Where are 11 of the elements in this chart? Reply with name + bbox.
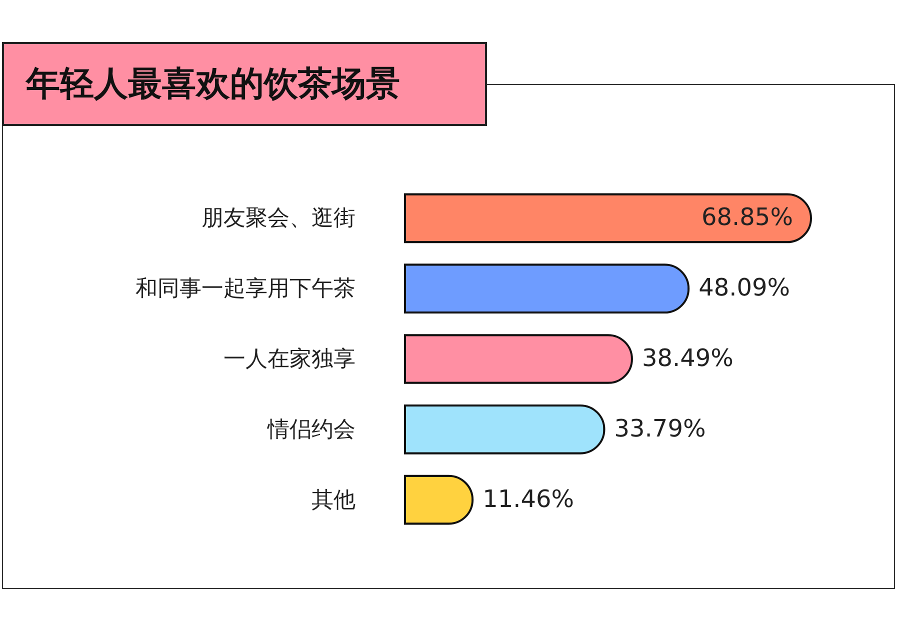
chart-title: 年轻人最喜欢的饮茶场景 [2, 42, 487, 126]
y-tick-label: 其他 [312, 488, 356, 513]
y-tick-label: 情侣约会 [266, 417, 356, 442]
y-tick-label: 朋友聚会、逛街 [202, 206, 356, 232]
y-tick-label: 和同事一起享用下午茶 [136, 276, 356, 302]
data-label: 33.79% [614, 414, 706, 442]
data-label: 38.49% [642, 344, 734, 372]
data-label: 48.09% [698, 274, 790, 302]
y-tick-label: 一人在家独享 [224, 347, 356, 372]
data-label: 11.46% [482, 484, 574, 513]
data-label: 68.85% [701, 203, 793, 232]
